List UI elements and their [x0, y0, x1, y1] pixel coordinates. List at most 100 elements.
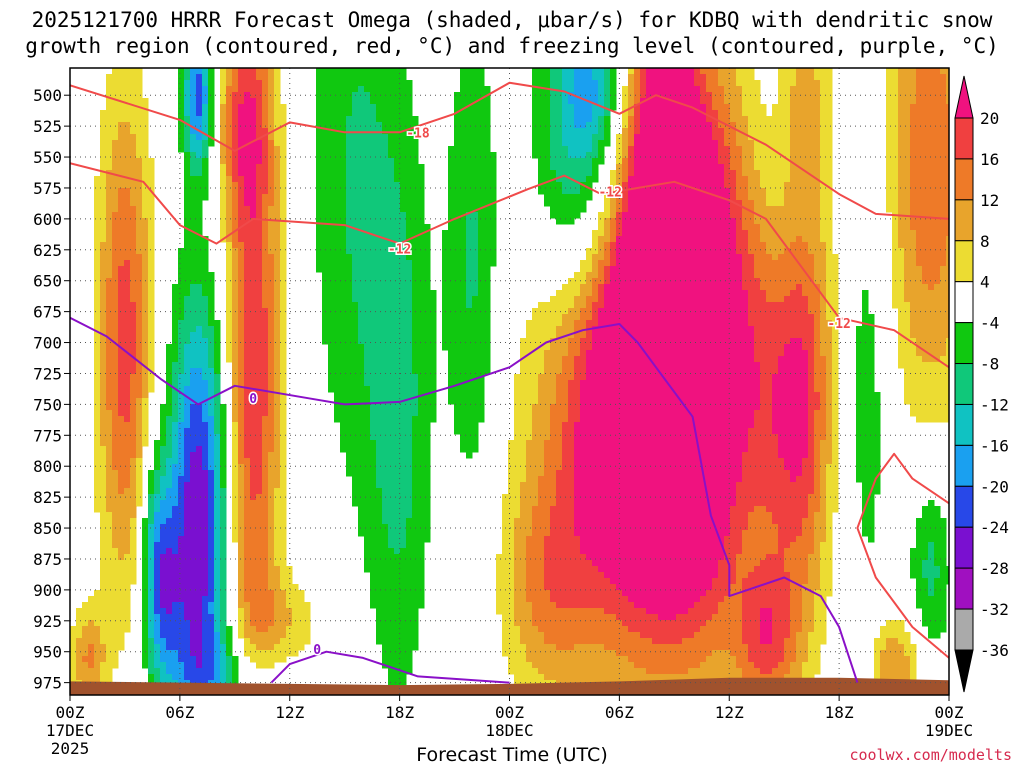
omega-cell [472, 218, 479, 225]
omega-cell [814, 200, 821, 207]
omega-cell [352, 332, 359, 339]
omega-cell [112, 200, 119, 207]
omega-cell [748, 230, 755, 237]
omega-cell [670, 122, 677, 129]
omega-cell [328, 314, 335, 321]
omega-cell [742, 110, 749, 117]
omega-cell [112, 170, 119, 177]
omega-cell [388, 278, 395, 285]
omega-cell [712, 146, 719, 153]
omega-cell [910, 230, 917, 237]
omega-cell [748, 176, 755, 183]
omega-cell [478, 170, 485, 177]
omega-cell [244, 272, 251, 279]
omega-cell [328, 146, 335, 153]
omega-cell [688, 152, 695, 159]
omega-cell [736, 266, 743, 273]
omega-cell [184, 170, 191, 177]
omega-cell [940, 68, 947, 75]
omega-cell [256, 212, 263, 219]
omega-cell [928, 278, 935, 285]
omega-cell [538, 104, 545, 111]
omega-cell [280, 308, 287, 315]
omega-cell [940, 326, 947, 333]
omega-cell [568, 170, 575, 177]
omega-cell [688, 74, 695, 81]
omega-cell [640, 236, 647, 243]
omega-cell [346, 242, 353, 249]
omega-cell [322, 74, 329, 81]
omega-cell [130, 308, 137, 315]
omega-cell [370, 302, 377, 309]
omega-cell [238, 152, 245, 159]
omega-cell [772, 182, 779, 189]
omega-cell [718, 308, 725, 315]
omega-cell [736, 80, 743, 87]
omega-cell [100, 320, 107, 327]
omega-cell [208, 140, 215, 147]
omega-cell [100, 302, 107, 309]
omega-cell [916, 98, 923, 105]
omega-cell [364, 188, 371, 195]
omega-cell [682, 188, 689, 195]
omega-cell [862, 296, 869, 303]
omega-cell [598, 290, 605, 297]
omega-cell [658, 218, 665, 225]
omega-cell [646, 158, 653, 165]
omega-cell [652, 110, 659, 117]
omega-cell [946, 224, 949, 231]
omega-cell [364, 134, 371, 141]
omega-cell [646, 176, 653, 183]
omega-cell [220, 68, 227, 75]
omega-cell [748, 308, 755, 315]
omega-cell [328, 326, 335, 333]
omega-cell [712, 338, 719, 345]
omega-cell [268, 188, 275, 195]
omega-cell [580, 206, 587, 213]
omega-cell [454, 230, 461, 237]
omega-cell [280, 188, 287, 195]
omega-cell [742, 158, 749, 165]
omega-cell [904, 128, 911, 135]
omega-cell [106, 146, 113, 153]
omega-cell [718, 338, 725, 345]
omega-cell [388, 182, 395, 189]
omega-cell [430, 308, 437, 315]
omega-cell [928, 308, 935, 315]
omega-cell [724, 302, 731, 309]
omega-cell [478, 164, 485, 171]
omega-cell [262, 278, 269, 285]
omega-cell [208, 110, 215, 117]
omega-cell [322, 236, 329, 243]
omega-cell [688, 218, 695, 225]
omega-cell [184, 122, 191, 129]
omega-cell [316, 206, 323, 213]
omega-cell [442, 332, 449, 339]
omega-cell [940, 80, 947, 87]
omega-cell [118, 176, 125, 183]
omega-cell [406, 86, 413, 93]
omega-cell [826, 320, 833, 327]
omega-cell [664, 128, 671, 135]
omega-cell [904, 242, 911, 249]
omega-cell [244, 230, 251, 237]
omega-cell [202, 278, 209, 285]
omega-cell [718, 332, 725, 339]
omega-cell [802, 176, 809, 183]
omega-cell [766, 326, 773, 333]
omega-cell [766, 188, 773, 195]
omega-cell [238, 116, 245, 123]
omega-cell [928, 290, 935, 297]
omega-cell [490, 212, 497, 219]
omega-cell [346, 338, 353, 345]
omega-cell [682, 224, 689, 231]
omega-cell [340, 86, 347, 93]
omega-cell [532, 98, 539, 105]
omega-cell [928, 164, 935, 171]
omega-cell [424, 302, 431, 309]
omega-cell [148, 284, 155, 291]
omega-cell [778, 110, 785, 117]
omega-cell [634, 248, 641, 255]
omega-cell [454, 308, 461, 315]
omega-cell [448, 344, 455, 351]
